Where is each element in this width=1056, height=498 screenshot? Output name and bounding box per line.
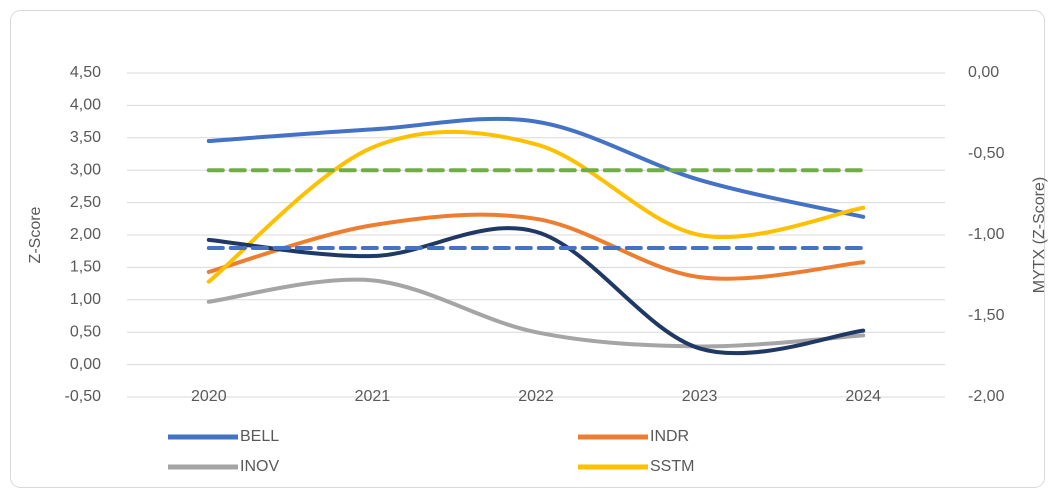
series-line <box>206 116 866 219</box>
y-tick-label: -0,50 <box>65 388 102 405</box>
y-tick-label: 4,50 <box>70 64 101 81</box>
legend-label: INDR <box>650 428 689 445</box>
x-tick-label: 2024 <box>845 388 881 405</box>
legend-label: SSTM <box>650 458 694 475</box>
y2-tick-label: -1,50 <box>968 307 1005 324</box>
x-tick-label: 2020 <box>191 388 227 405</box>
legend-label: INOV <box>240 458 279 475</box>
series-line <box>206 212 866 281</box>
y-tick-label: 1,50 <box>70 259 101 276</box>
y-axis-title: Z-Score <box>27 206 44 263</box>
y2-tick-label: -0,50 <box>968 145 1005 162</box>
x-tick-label: 2023 <box>682 388 718 405</box>
y2-tick-label: -1,00 <box>968 226 1005 243</box>
y-tick-label: 0,50 <box>70 323 101 340</box>
y-tick-label: 1,00 <box>70 291 101 308</box>
series-line <box>206 129 866 284</box>
y-tick-label: 3,00 <box>70 161 101 178</box>
x-tick-label: 2022 <box>518 388 554 405</box>
y2-tick-label: 0,00 <box>968 64 999 81</box>
y-tick-label: 4,00 <box>70 97 101 114</box>
y-tick-label: 2,00 <box>70 226 101 243</box>
y-tick-label: 2,50 <box>70 194 101 211</box>
x-tick-label: 2021 <box>355 388 391 405</box>
y2-axis-title: MYTX (Z-Score) <box>1031 177 1048 293</box>
y2-tick-label: -2,00 <box>968 388 1005 405</box>
series-line <box>206 226 866 356</box>
y-tick-label: 0,00 <box>70 356 101 373</box>
series-line <box>206 277 866 349</box>
legend-label: BELL <box>240 428 279 445</box>
y-tick-label: 3,50 <box>70 129 101 146</box>
